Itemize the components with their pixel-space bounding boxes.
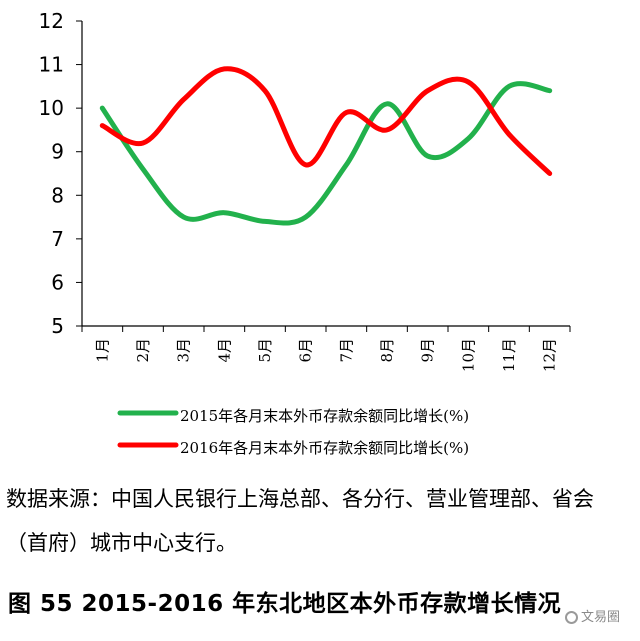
watermark-icon <box>564 611 578 624</box>
legend-label-2016: 2016年各月末本外币存款余额同比增长(%) <box>180 439 470 457</box>
y-tick-label: 8 <box>51 183 64 207</box>
chart-axes <box>81 21 570 327</box>
x-tick-label: 4月 <box>215 338 233 363</box>
y-tick-label: 5 <box>51 314 64 338</box>
y-tick-label: 11 <box>39 53 64 77</box>
x-tick-label: 7月 <box>337 338 355 363</box>
line-chart: 5 6 7 8 9 10 11 12 1月 2月 3月 4月 5月 6月 7月 8月 9月 10月 11月 12月 <box>39 9 571 448</box>
watermark-text: 文易圈 <box>580 610 620 625</box>
x-tick-label: 10月 <box>459 338 477 372</box>
y-tick-label: 7 <box>51 227 64 251</box>
x-tick-label: 1月 <box>93 338 111 363</box>
x-tick-label: 3月 <box>175 338 193 363</box>
x-tick-label: 5月 <box>256 338 274 363</box>
x-tick-label: 9月 <box>419 338 437 363</box>
y-tick-label: 9 <box>51 140 64 164</box>
figure-caption: 图 55 2015-2016 年东北地区本外币存款增长情况 <box>8 591 562 617</box>
x-tick-label: 12月 <box>541 338 559 372</box>
y-tick-label: 6 <box>51 270 64 294</box>
legend-label-2015: 2015年各月末本外币存款余额同比增长(%) <box>180 407 470 425</box>
watermark: 文易圈 <box>564 606 620 625</box>
x-axis-ticks: 1月 2月 3月 4月 5月 6月 7月 8月 9月 10月 11月 12月 <box>81 326 571 372</box>
x-tick-label: 8月 <box>378 338 396 363</box>
x-tick-label: 2月 <box>134 338 152 363</box>
y-tick-label: 10 <box>39 96 64 120</box>
y-axis-ticks: 5 6 7 8 9 10 11 12 <box>39 9 82 338</box>
source-note: 数据来源：中国人民银行上海总部、各分行、营业管理部、省会（首府）城市中心支行。 <box>6 487 594 555</box>
series-line-2015 <box>99 81 553 226</box>
y-tick-label: 12 <box>39 9 64 33</box>
chart-series <box>99 66 553 226</box>
x-tick-label: 11月 <box>500 338 518 372</box>
legend <box>117 410 179 448</box>
x-tick-label: 6月 <box>297 338 315 363</box>
